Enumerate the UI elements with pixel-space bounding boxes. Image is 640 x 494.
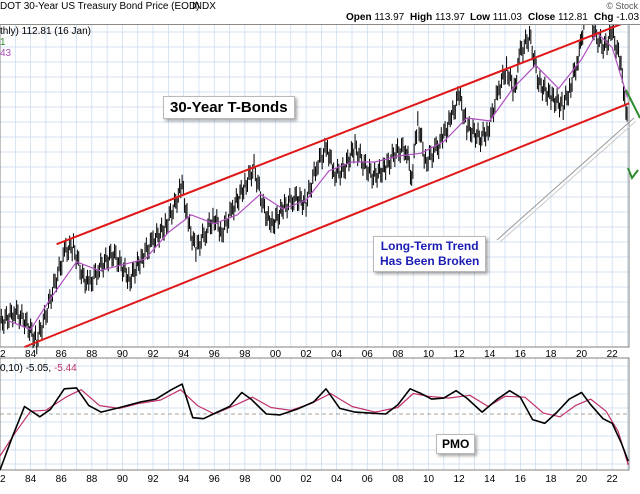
price-x-tick-label: 20 <box>576 349 588 360</box>
price-legend-line: thly) 112.81 (16 Jan) <box>0 26 91 37</box>
pmo-x-tick-label: 14 <box>484 474 496 485</box>
price-x-tick-label: 02 <box>301 349 313 360</box>
ohlc-row: Open 113.97 High 113.97 Low 111.03 Close… <box>0 12 640 24</box>
price-x-tick-label: 98 <box>239 349 251 360</box>
open-value: 113.97 <box>374 12 405 23</box>
chg-value: -1.03 <box>616 12 640 23</box>
trend-pointer-line-shadow <box>499 120 637 243</box>
down-arrow-head <box>627 167 639 181</box>
price-x-tick-label: 06 <box>362 349 374 360</box>
low-label: Low <box>470 12 490 23</box>
pmo-x-tick-label: 12 <box>454 474 466 485</box>
high-value: 113.97 <box>435 12 465 23</box>
pmo-x-tick-label: 20 <box>576 474 588 485</box>
pmo-x-tick-label: 08 <box>392 474 404 485</box>
price-moving-average <box>7 32 629 330</box>
price-x-tick-label: 14 <box>484 349 496 360</box>
chart-annotation-title: 30-Year T-Bonds <box>163 96 295 119</box>
ma-legend-line: 1 <box>0 37 6 48</box>
pmo-legend-values: 0,10) -5.05, <box>0 363 52 374</box>
price-x-tick-label: 94 <box>178 349 190 360</box>
high-label: High <box>410 12 433 23</box>
stockcharts-logo: © Stock <box>606 1 638 11</box>
down-arrow-shaft <box>625 89 640 119</box>
chart-header: DOT 30-Year US Treasury Bond Price (EOD)… <box>0 0 640 25</box>
trend-annotation-line2: Has Been Broken <box>380 254 480 268</box>
pmo-pane-border <box>0 357 630 471</box>
close-label: Close <box>528 12 556 23</box>
price-x-tick-label: 04 <box>331 349 343 360</box>
price-legend: thly) 112.81 (16 Jan) 1 43 <box>0 26 91 59</box>
price-x-tick-label: 12 <box>454 349 466 360</box>
pmo-x-tick-label: 06 <box>362 474 374 485</box>
open-label: Open <box>346 12 372 23</box>
trend-annotation-line1: Long-Term Trend <box>380 239 479 253</box>
price-x-tick-label: 92 <box>147 349 159 360</box>
chg-label: Chg <box>594 12 614 23</box>
pmo-x-tick-label: 10 <box>423 474 435 485</box>
price-x-tick-label: 86 <box>56 349 68 360</box>
upper-trendline <box>56 20 630 246</box>
pmo-signal-line <box>0 389 629 465</box>
pmo-x-tick-label: 90 <box>117 474 129 485</box>
pmo-legend: 0,10) -5.05, -5.44 <box>0 363 77 374</box>
price-x-tick-label: 96 <box>209 349 221 360</box>
pmo-x-tick-label: 16 <box>515 474 527 485</box>
exchange-label: INDX <box>192 1 216 12</box>
price-x-tick-label: 08 <box>392 349 404 360</box>
pmo-x-tick-label: 04 <box>331 474 343 485</box>
price-pane <box>0 24 629 347</box>
pmo-x-tick-label: 84 <box>25 474 37 485</box>
pmo-x-tick-label: 02 <box>301 474 313 485</box>
pmo-annotation: PMO <box>436 434 476 454</box>
price-x-tick-label: 84 <box>25 349 37 360</box>
price-x-tick-label: 90 <box>117 349 129 360</box>
price-x-tick-label: 82 <box>0 349 6 360</box>
pmo-x-tick-label: 88 <box>86 474 98 485</box>
pmo-x-tick-label: 82 <box>0 474 6 485</box>
pmo-x-tick-label: 94 <box>178 474 190 485</box>
pmo-x-tick-label: 98 <box>239 474 251 485</box>
price-x-tick-label: 00 <box>270 349 282 360</box>
price-x-tick-label: 16 <box>515 349 527 360</box>
price-x-tick-label: 22 <box>607 349 619 360</box>
pmo-x-tick-label: 96 <box>209 474 221 485</box>
pmo-x-tick-label: 92 <box>147 474 159 485</box>
pmo-x-tick-label: 00 <box>270 474 282 485</box>
pmo-x-tick-label: 22 <box>607 474 619 485</box>
close-value: 112.81 <box>558 12 588 23</box>
ma2-legend-line: 43 <box>0 48 12 59</box>
pmo-pane <box>0 358 629 470</box>
pmo-line <box>0 383 629 471</box>
price-x-tick-label: 10 <box>423 349 435 360</box>
low-value: 111.03 <box>492 12 522 23</box>
lower-trendline <box>24 102 630 348</box>
pmo-x-tick-label: 18 <box>545 474 557 485</box>
price-x-tick-label: 88 <box>86 349 98 360</box>
pmo-x-tick-label: 86 <box>56 474 68 485</box>
pmo-signal-value: -5.44 <box>53 363 77 374</box>
price-x-tick-label: 18 <box>545 349 557 360</box>
trend-broken-annotation: Long-Term Trend Has Been Broken <box>373 236 487 272</box>
trend-pointer-line <box>496 117 635 241</box>
chart-title: DOT 30-Year US Treasury Bond Price (EOD) <box>0 1 200 12</box>
